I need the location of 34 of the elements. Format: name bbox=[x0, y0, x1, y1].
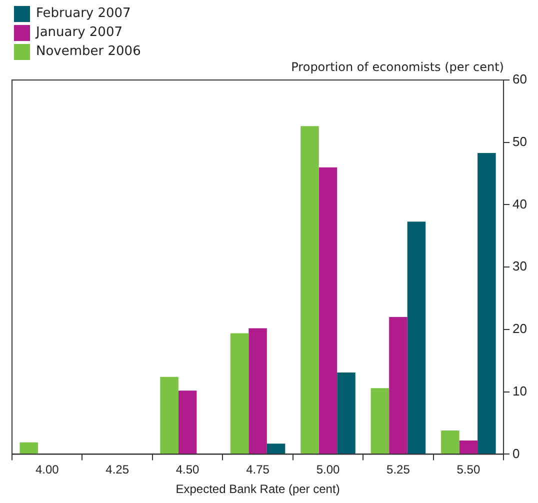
x-tick-label: 5.25 bbox=[386, 462, 410, 477]
x-tick-label: 4.50 bbox=[176, 462, 200, 477]
y-axis-title: Proportion of economists (per cent) bbox=[291, 60, 504, 74]
y-tick-label: 30 bbox=[512, 258, 528, 274]
legend-label: November 2006 bbox=[36, 44, 141, 59]
bar bbox=[178, 390, 197, 454]
legend-label: February 2007 bbox=[36, 6, 131, 21]
bar bbox=[478, 152, 496, 454]
bar bbox=[441, 430, 460, 454]
x-tick-label: 5.00 bbox=[316, 462, 340, 477]
bar bbox=[389, 316, 408, 454]
bar bbox=[300, 126, 319, 454]
bar bbox=[337, 372, 356, 454]
x-tick-label: 4.00 bbox=[35, 462, 60, 477]
x-tick-label: 4.25 bbox=[106, 462, 130, 477]
bar bbox=[318, 167, 338, 454]
legend-label: January 2007 bbox=[36, 25, 122, 40]
bar bbox=[20, 442, 38, 454]
y-tick-label: 10 bbox=[512, 383, 528, 398]
y-tick-label: 0 bbox=[512, 446, 520, 461]
y-tick-label: 40 bbox=[512, 196, 528, 212]
bar bbox=[407, 222, 426, 454]
bar bbox=[266, 444, 286, 454]
bar bbox=[230, 333, 249, 454]
bar bbox=[160, 376, 178, 454]
bar bbox=[248, 328, 267, 454]
y-tick-label: 20 bbox=[512, 321, 528, 336]
y-tick-label: 50 bbox=[512, 134, 528, 149]
x-tick-label: 4.75 bbox=[246, 462, 270, 477]
bar bbox=[459, 440, 478, 454]
y-tick-label: 60 bbox=[512, 72, 528, 87]
bar bbox=[370, 388, 390, 454]
x-tick-label: 5.50 bbox=[456, 462, 480, 477]
x-axis-title: Expected Bank Rate (per cent) bbox=[176, 482, 340, 496]
